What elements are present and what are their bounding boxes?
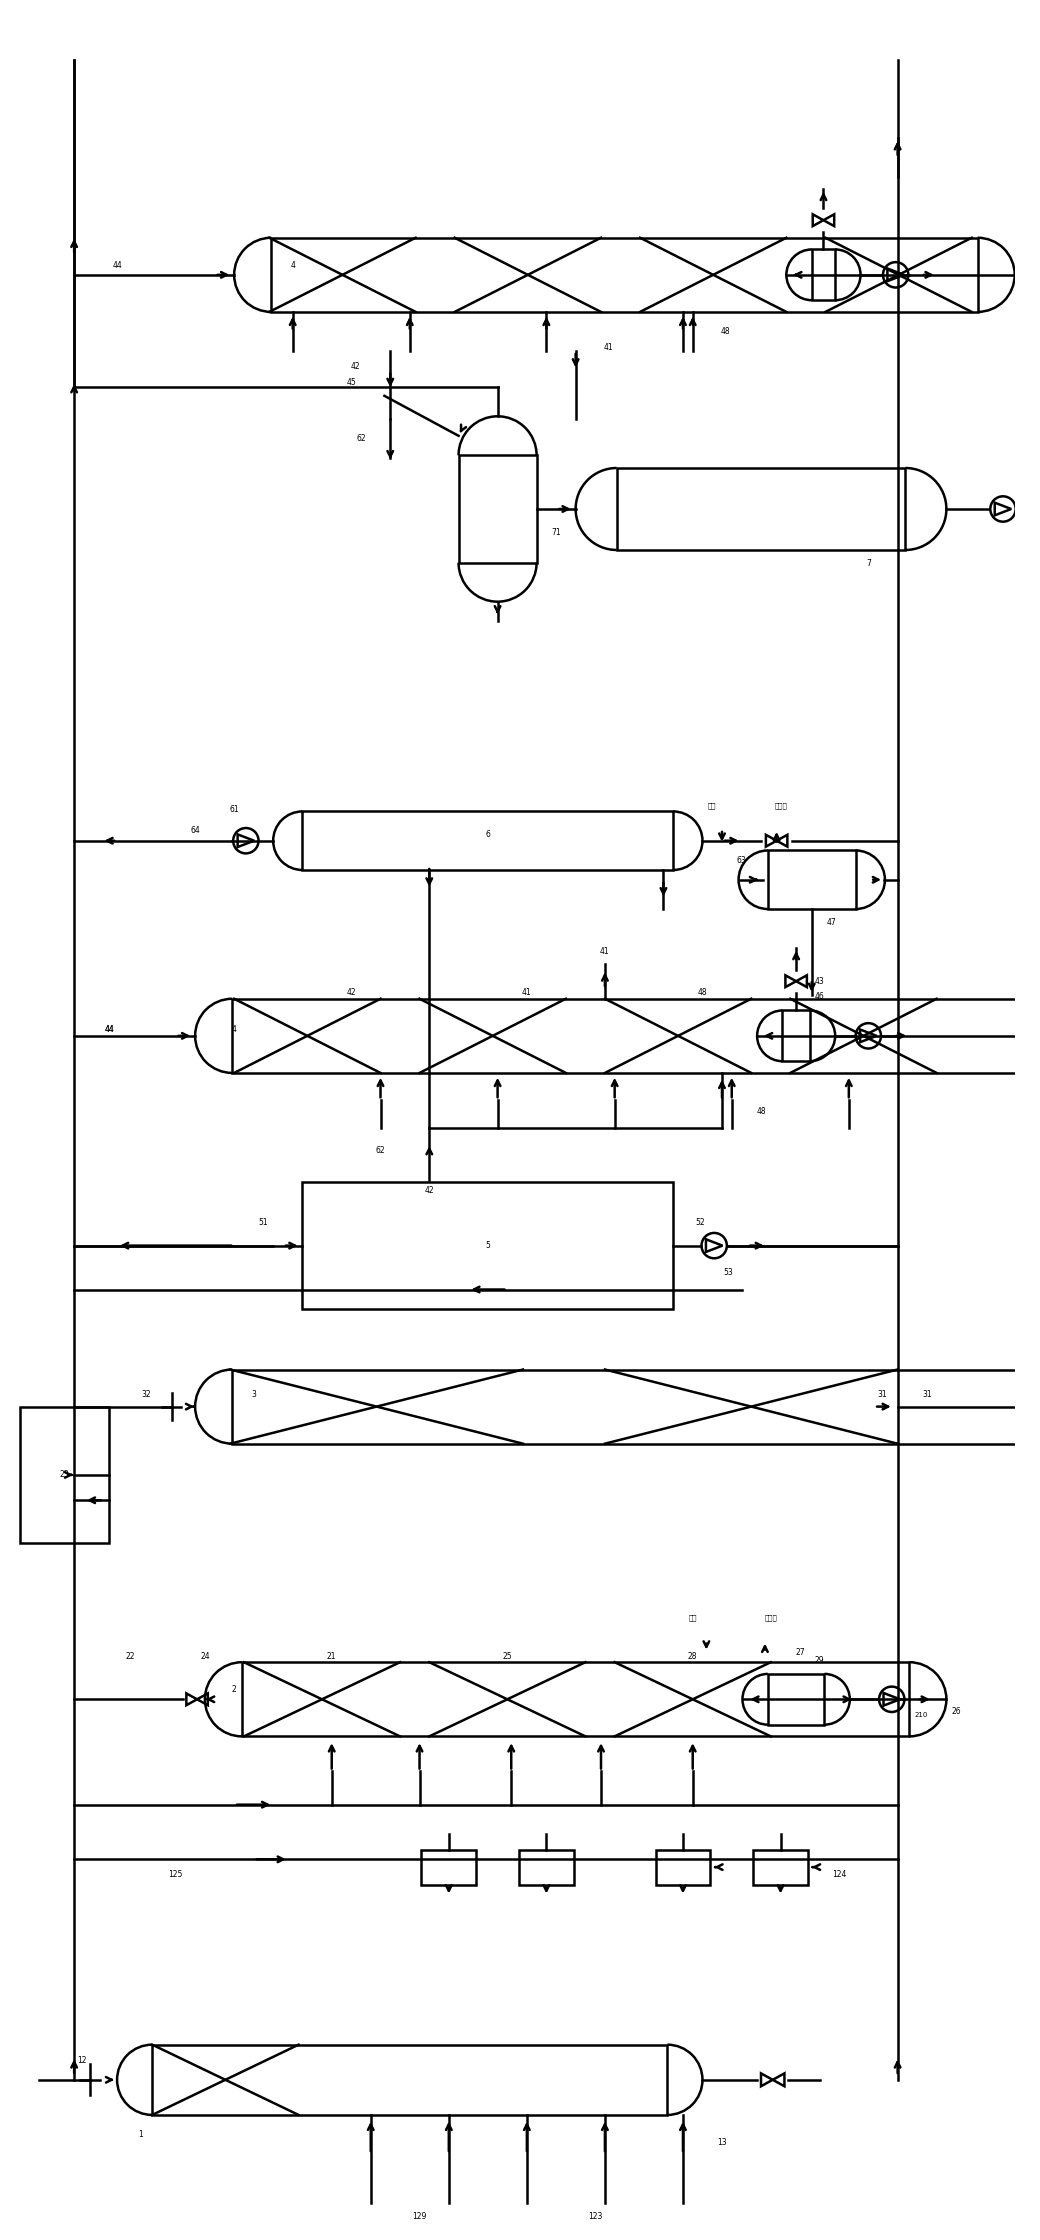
Text: 2: 2 [232, 1684, 236, 1693]
Text: 41: 41 [522, 988, 531, 997]
Text: 41: 41 [604, 343, 614, 352]
Text: 27: 27 [796, 1649, 805, 1658]
Text: 4: 4 [232, 1026, 236, 1035]
Text: 冷凝水: 冷凝水 [774, 802, 787, 809]
Bar [782, 1010, 810, 1062]
Text: 冷凝水: 冷凝水 [764, 1615, 777, 1622]
Bar [152, 2045, 668, 2115]
Text: 51: 51 [259, 1219, 268, 1228]
Text: 42: 42 [346, 988, 356, 997]
Text: 61: 61 [230, 804, 239, 813]
Bar [232, 999, 1017, 1073]
Text: 蒸汽: 蒸汽 [708, 802, 717, 809]
Text: 5: 5 [486, 1241, 490, 1250]
Text: 32: 32 [141, 1391, 151, 1400]
Bar [768, 1673, 825, 1725]
Text: 24: 24 [200, 1651, 210, 1660]
Text: 31: 31 [922, 1391, 932, 1400]
Bar [303, 811, 673, 869]
Text: 26: 26 [952, 1707, 961, 1716]
Text: 22: 22 [126, 1651, 135, 1660]
Text: 125: 125 [168, 1870, 183, 1879]
Text: 63: 63 [736, 856, 747, 865]
Bar [242, 1662, 909, 1736]
Text: 28: 28 [688, 1651, 698, 1660]
Text: 21: 21 [327, 1651, 337, 1660]
Text: 62: 62 [356, 435, 366, 444]
Text: 13: 13 [718, 2137, 727, 2146]
Text: 52: 52 [696, 1219, 705, 1228]
Text: 64: 64 [190, 827, 200, 836]
Text: 47: 47 [827, 918, 836, 927]
Text: 29: 29 [814, 1655, 825, 1664]
Text: 4: 4 [290, 260, 295, 269]
Text: 210: 210 [914, 1711, 928, 1718]
Text: 44: 44 [104, 1026, 114, 1035]
Text: 129: 129 [412, 2211, 426, 2220]
Text: 62: 62 [375, 1147, 386, 1156]
Text: 42: 42 [424, 1185, 434, 1194]
Text: 蒸汽: 蒸汽 [688, 1615, 697, 1622]
Text: 25: 25 [502, 1651, 512, 1660]
Text: 3: 3 [252, 1391, 256, 1400]
Text: 31: 31 [877, 1391, 887, 1400]
Text: 41: 41 [600, 948, 609, 956]
Bar [617, 468, 906, 551]
Bar [232, 1369, 1017, 1443]
Text: 48: 48 [721, 327, 731, 336]
Text: 45: 45 [346, 379, 356, 388]
Bar [303, 1183, 673, 1308]
Text: 42: 42 [350, 363, 360, 372]
Bar [519, 1850, 574, 1884]
Bar [655, 1850, 710, 1884]
Text: 1: 1 [138, 2130, 142, 2139]
Text: 43: 43 [814, 977, 825, 986]
Bar [459, 455, 537, 562]
Text: 53: 53 [723, 1268, 733, 1277]
Text: 48: 48 [756, 1107, 765, 1116]
Bar [20, 1407, 109, 1543]
Bar [421, 1850, 476, 1884]
Text: 12: 12 [77, 2056, 86, 2065]
Bar [812, 249, 835, 300]
Text: 7: 7 [866, 560, 870, 569]
Text: 44: 44 [112, 260, 122, 269]
Text: 23: 23 [59, 1469, 70, 1478]
Bar [271, 237, 978, 311]
Text: 124: 124 [832, 1870, 847, 1879]
Text: 44: 44 [104, 1026, 114, 1035]
Text: 123: 123 [588, 2211, 602, 2220]
Text: 46: 46 [814, 992, 825, 1001]
Text: 6: 6 [486, 831, 490, 840]
Text: 48: 48 [698, 988, 707, 997]
Text: 71: 71 [551, 529, 561, 538]
Bar [753, 1850, 808, 1884]
Bar [768, 851, 856, 909]
